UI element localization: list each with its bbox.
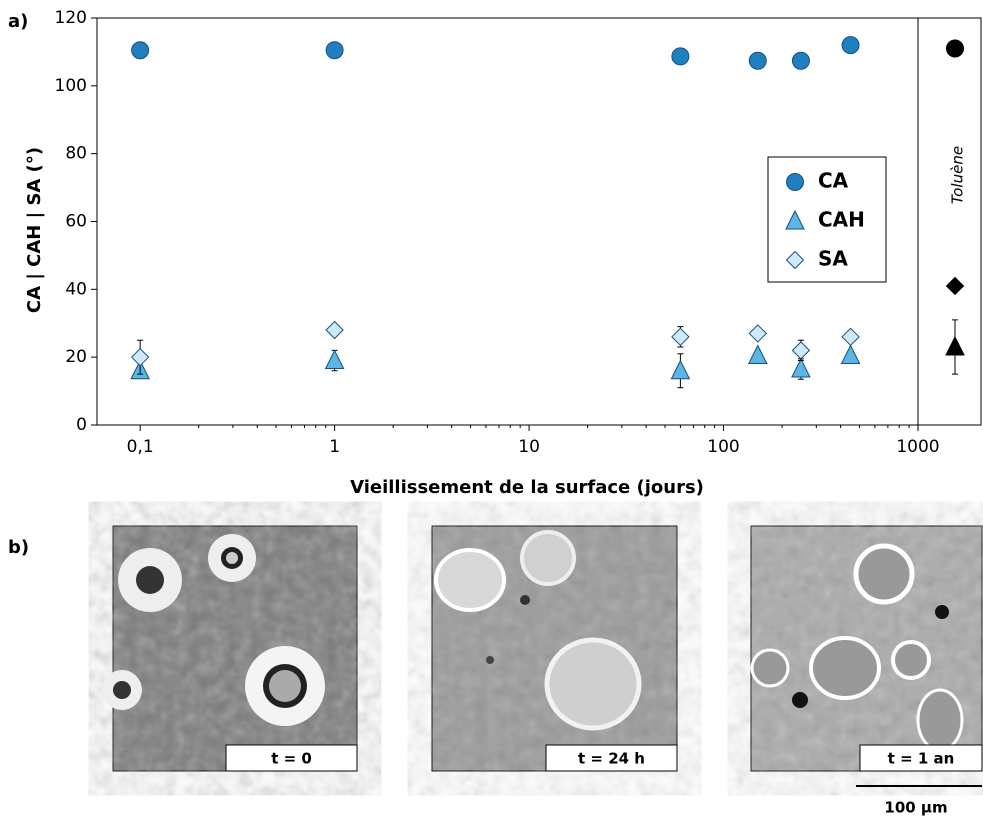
image-label-box (545, 744, 678, 772)
marker (946, 39, 964, 58)
y-axis-label: CA | CAH | SA (°) (24, 147, 45, 313)
y-tick-label: 80 (65, 144, 87, 164)
y-tick-label: 0 (76, 415, 87, 435)
y-tick-label: 60 (65, 212, 87, 232)
marker (841, 36, 860, 55)
marker (325, 41, 344, 60)
marker (791, 51, 810, 70)
reference-label: Toluène (949, 146, 967, 204)
marker (748, 324, 767, 343)
marker (131, 41, 150, 60)
marker (840, 344, 861, 364)
marker (785, 209, 805, 230)
marker (130, 347, 150, 367)
micrograph (431, 525, 678, 772)
panel-label: a) (8, 11, 28, 32)
y-tick-label: 40 (65, 279, 87, 299)
legend-label: CAH (818, 208, 865, 232)
marker (671, 47, 690, 66)
x-tick-label: 1 (329, 437, 340, 457)
marker (791, 357, 811, 378)
image-label-box (225, 744, 358, 772)
image-label-box (859, 744, 983, 772)
marker (785, 250, 805, 270)
scale-bar-label: 100 µm (884, 799, 947, 817)
marker (671, 327, 690, 347)
image-label: t = 0 (271, 750, 312, 768)
legend-label: CA (818, 169, 849, 193)
y-tick-label: 120 (55, 8, 87, 28)
x-tick-label: 0,1 (127, 437, 154, 457)
x-tick-label: 1000 (896, 437, 939, 457)
marker (747, 344, 768, 364)
x-axis-label: Vieillissement de la surface (jours) (350, 477, 704, 498)
y-tick-label: 100 (55, 76, 87, 96)
marker (786, 173, 804, 191)
marker (324, 349, 345, 370)
marker (325, 320, 344, 340)
marker (791, 341, 811, 360)
marker (748, 51, 767, 70)
image-label: t = 24 h (578, 750, 645, 768)
marker (670, 359, 691, 380)
micrograph (102, 525, 358, 772)
panel-label: b) (8, 537, 29, 558)
marker (841, 327, 860, 347)
marker (945, 276, 965, 296)
x-tick-label: 100 (707, 437, 739, 457)
marker (945, 335, 965, 356)
x-tick-label: 10 (518, 437, 540, 457)
legend-label: SA (818, 247, 848, 271)
image-label: t = 1 an (888, 750, 955, 768)
y-tick-label: 20 (65, 347, 87, 367)
micrograph (750, 525, 983, 772)
